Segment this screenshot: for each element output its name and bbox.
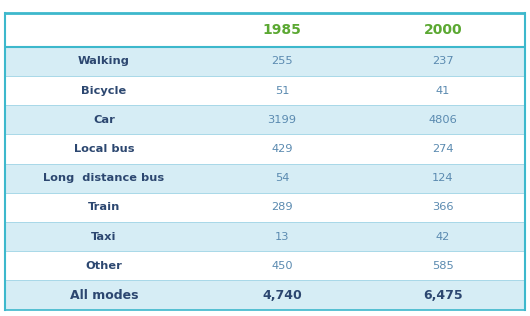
Text: 366: 366 bbox=[432, 203, 454, 212]
Text: 3199: 3199 bbox=[267, 115, 296, 125]
Text: Train: Train bbox=[88, 203, 120, 212]
Text: Local bus: Local bus bbox=[74, 144, 134, 154]
Bar bbox=[5, 222, 525, 251]
Text: 255: 255 bbox=[271, 56, 293, 66]
Bar bbox=[5, 13, 525, 47]
Bar bbox=[5, 251, 525, 281]
Text: Bicycle: Bicycle bbox=[82, 86, 127, 96]
Text: Long  distance bus: Long distance bus bbox=[43, 173, 164, 183]
Bar bbox=[5, 76, 525, 105]
Text: 51: 51 bbox=[275, 86, 289, 96]
Text: 42: 42 bbox=[436, 232, 450, 242]
Text: 2000: 2000 bbox=[423, 23, 462, 37]
Text: 237: 237 bbox=[432, 56, 454, 66]
Text: 41: 41 bbox=[436, 86, 450, 96]
Text: 6,475: 6,475 bbox=[423, 289, 463, 301]
Bar bbox=[5, 164, 525, 193]
Text: Other: Other bbox=[85, 261, 122, 271]
Text: 54: 54 bbox=[275, 173, 289, 183]
Text: 13: 13 bbox=[275, 232, 289, 242]
Bar bbox=[5, 193, 525, 222]
Text: 450: 450 bbox=[271, 261, 293, 271]
Bar bbox=[5, 47, 525, 76]
Text: Taxi: Taxi bbox=[91, 232, 117, 242]
Text: All modes: All modes bbox=[70, 289, 138, 301]
Text: 4,740: 4,740 bbox=[262, 289, 302, 301]
Text: 274: 274 bbox=[432, 144, 454, 154]
Text: 124: 124 bbox=[432, 173, 454, 183]
Bar bbox=[5, 134, 525, 164]
Bar bbox=[5, 281, 525, 310]
Text: 4806: 4806 bbox=[429, 115, 457, 125]
Text: 585: 585 bbox=[432, 261, 454, 271]
Bar bbox=[5, 105, 525, 134]
Text: Walking: Walking bbox=[78, 56, 130, 66]
Text: 1985: 1985 bbox=[262, 23, 302, 37]
Text: Car: Car bbox=[93, 115, 115, 125]
Text: 289: 289 bbox=[271, 203, 293, 212]
Text: 429: 429 bbox=[271, 144, 293, 154]
